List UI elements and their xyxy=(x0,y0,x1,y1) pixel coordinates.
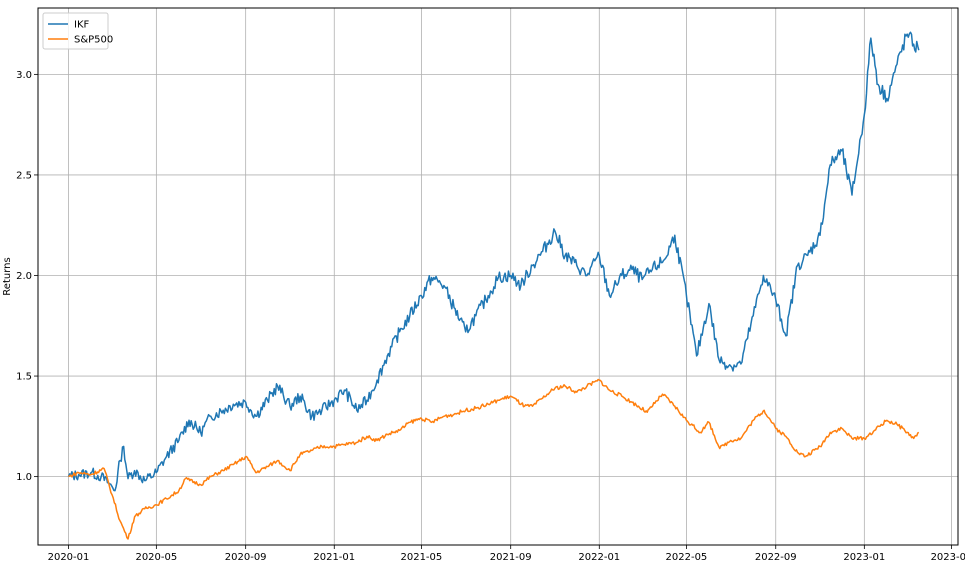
series-line-ikf xyxy=(67,31,920,492)
x-tick-label: 2020-05 xyxy=(135,552,177,563)
y-tick-label: 1.0 xyxy=(16,472,32,483)
plot-frame xyxy=(37,7,959,546)
legend-label-ikf: IKF xyxy=(74,20,90,31)
x-tick-label: 2020-09 xyxy=(225,552,267,563)
x-tick-label: 2023-05 xyxy=(931,552,965,563)
x-axis-ticks: 2020-01 2020-05 2020-09 2021-01 2021-05 2021-… xyxy=(48,545,965,563)
y-tick-label: 2.0 xyxy=(16,271,32,282)
x-tick-label: 2020-01 xyxy=(48,552,90,563)
y-tick-label: 1.5 xyxy=(16,372,32,383)
y-tick-label: 3.0 xyxy=(16,70,32,81)
legend-label-sp500: S&P500 xyxy=(74,35,113,46)
x-tick-label: 2021-09 xyxy=(490,552,532,563)
series-line-sp500 xyxy=(68,378,920,540)
x-tick-label: 2022-01 xyxy=(578,552,620,563)
x-tick-label: 2021-01 xyxy=(313,552,355,563)
legend-box xyxy=(42,12,109,50)
legend: IKF S&P500 xyxy=(42,12,113,50)
x-tick-label: 2022-05 xyxy=(666,552,708,563)
x-tick-label: 2021-05 xyxy=(400,552,442,563)
x-tick-label: 2022-09 xyxy=(755,552,797,563)
y-axis-label: Returns xyxy=(2,257,13,295)
y-tick-label: 2.5 xyxy=(16,170,32,181)
y-axis-ticks: 1.0 1.5 2.0 2.5 3.0 xyxy=(16,70,38,483)
x-tick-label: 2023-01 xyxy=(843,552,885,563)
series-lines xyxy=(67,31,920,540)
